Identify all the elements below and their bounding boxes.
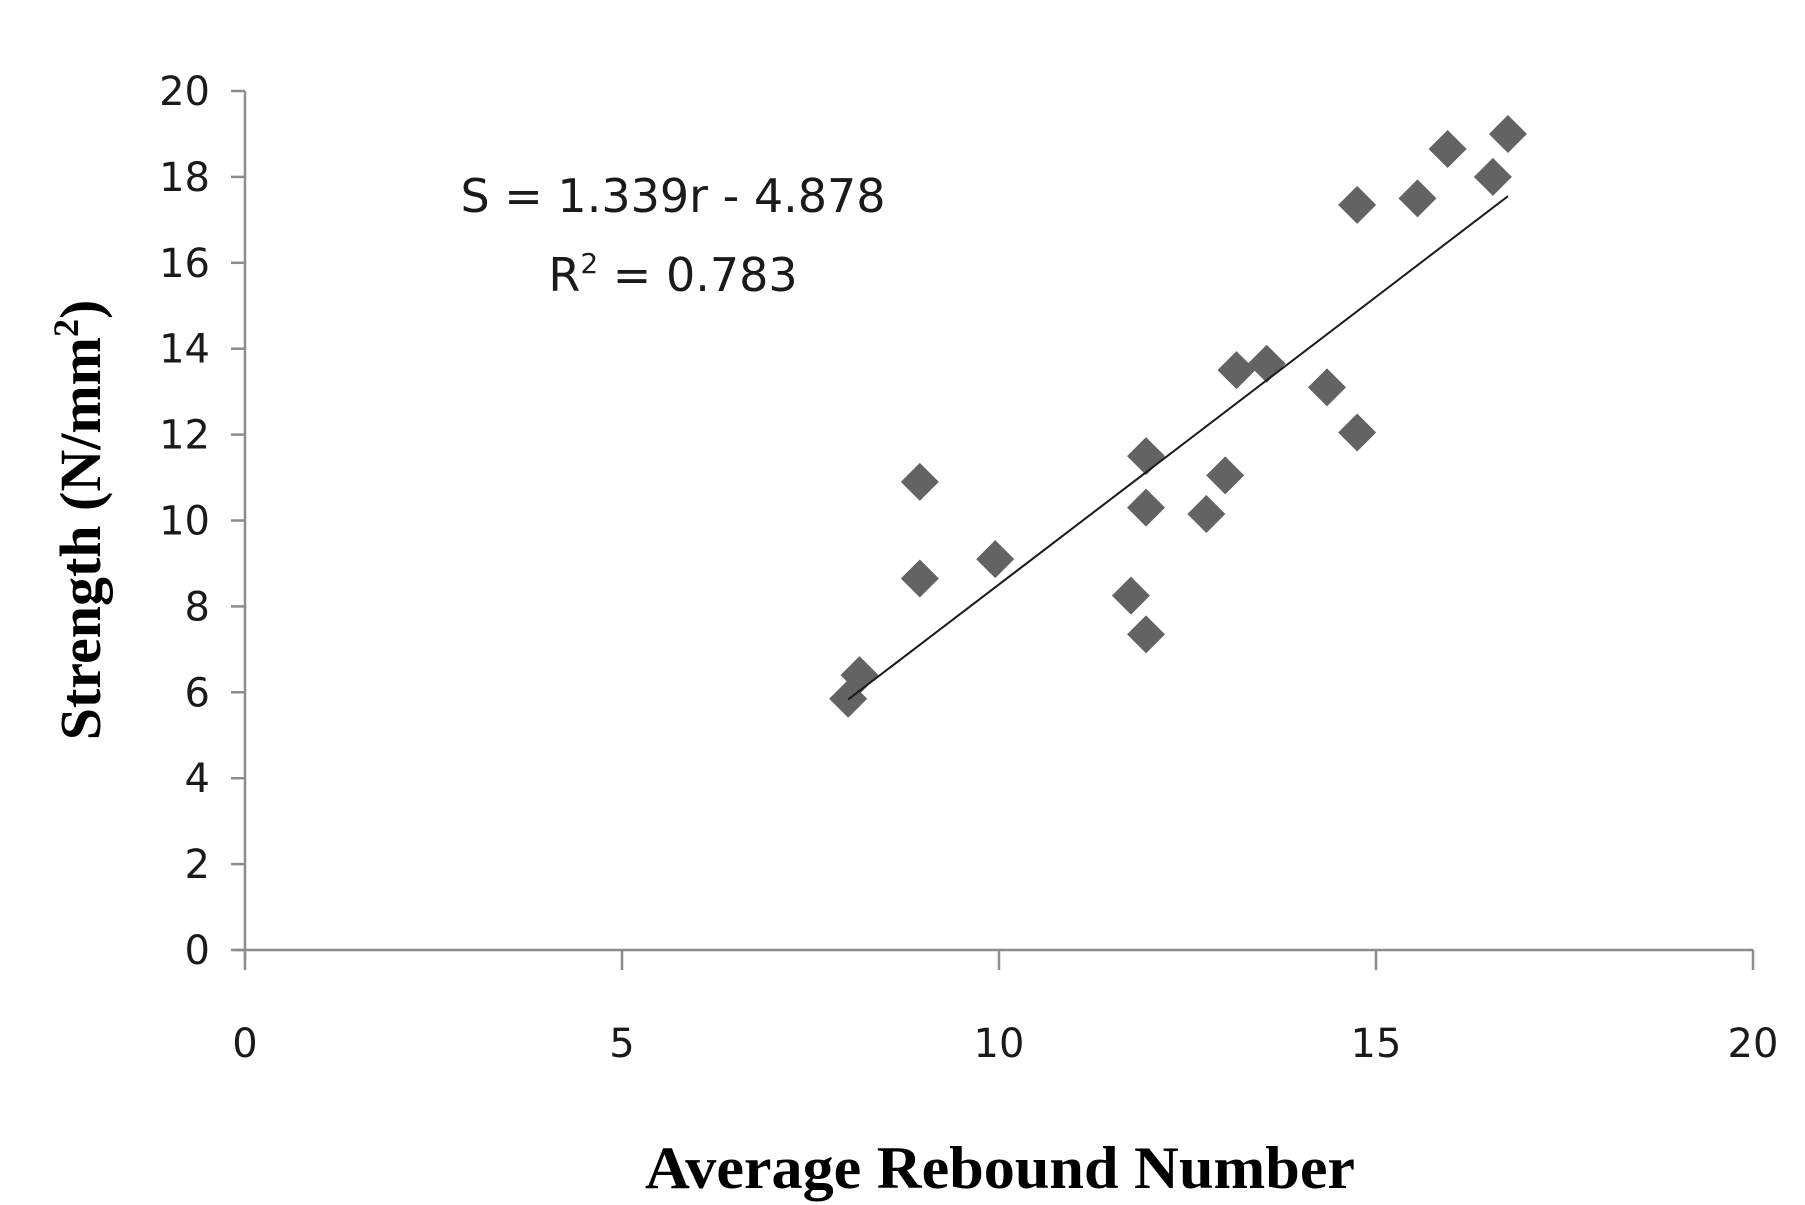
y-tick-label: 10: [159, 499, 210, 545]
trendline-path: [847, 195, 1509, 701]
data-point-diamond: [1428, 129, 1467, 168]
y-tick-label: 14: [159, 327, 210, 373]
y-tick-label: 20: [159, 69, 210, 115]
x-axis-title: Average Rebound Number: [645, 1135, 1355, 1201]
data-point-diamond: [1206, 456, 1245, 495]
data-point-diamond: [976, 540, 1015, 579]
y-tick-label: 8: [185, 584, 210, 630]
data-point-diamond: [900, 559, 939, 598]
data-point-diamond: [1473, 157, 1512, 196]
x-tick-label: 20: [1728, 1021, 1779, 1067]
x-tick-label: 5: [609, 1021, 634, 1067]
r2-superscript: 2: [580, 247, 598, 280]
r2-value: = 0.783: [598, 248, 797, 302]
axes: 0 2 4 6 8 10 12 14 16 18 20 0 5 10 15 20: [159, 69, 1778, 1067]
data-point-diamond: [1338, 413, 1377, 452]
y-axis-title-end: ): [48, 300, 113, 319]
data-point-diamond: [1398, 179, 1437, 218]
data-point-diamond: [1338, 185, 1377, 224]
x-tick-label: 10: [974, 1021, 1025, 1067]
y-tick-label: 6: [185, 670, 210, 716]
y-tick-label: 12: [159, 413, 210, 459]
data-point-diamond: [1127, 488, 1166, 527]
data-point-diamond: [1488, 114, 1527, 153]
data-point-diamond: [1247, 344, 1286, 383]
regression-equation: S = 1.339r - 4.878: [460, 169, 885, 223]
y-tick-label: 16: [159, 241, 210, 287]
data-point-diamond: [1307, 368, 1346, 407]
data-point-diamond: [1127, 615, 1166, 654]
data-point-diamond: [1217, 351, 1256, 390]
data-point-diamond: [1187, 495, 1226, 534]
x-tick-label: 15: [1351, 1021, 1402, 1067]
y-tick-label: 18: [159, 155, 210, 201]
y-axis-title-main: Strength (N/mm: [48, 337, 113, 740]
trendline: [847, 195, 1509, 701]
data-point-diamond: [900, 462, 939, 501]
data-point-diamond: [1111, 576, 1150, 615]
y-axis-title-superscript: 2: [46, 319, 86, 337]
data-points: [829, 114, 1527, 718]
y-tick-label: 0: [185, 928, 210, 974]
x-tick-label: 0: [232, 1021, 257, 1067]
y-axis-title: Strength (N/mm2): [46, 300, 113, 741]
data-point-diamond: [1127, 437, 1166, 476]
y-tick-label: 4: [185, 756, 210, 802]
r-squared-label: R2 = 0.783: [548, 247, 797, 302]
y-tick-label: 2: [185, 842, 210, 888]
r2-main: R: [548, 248, 580, 302]
